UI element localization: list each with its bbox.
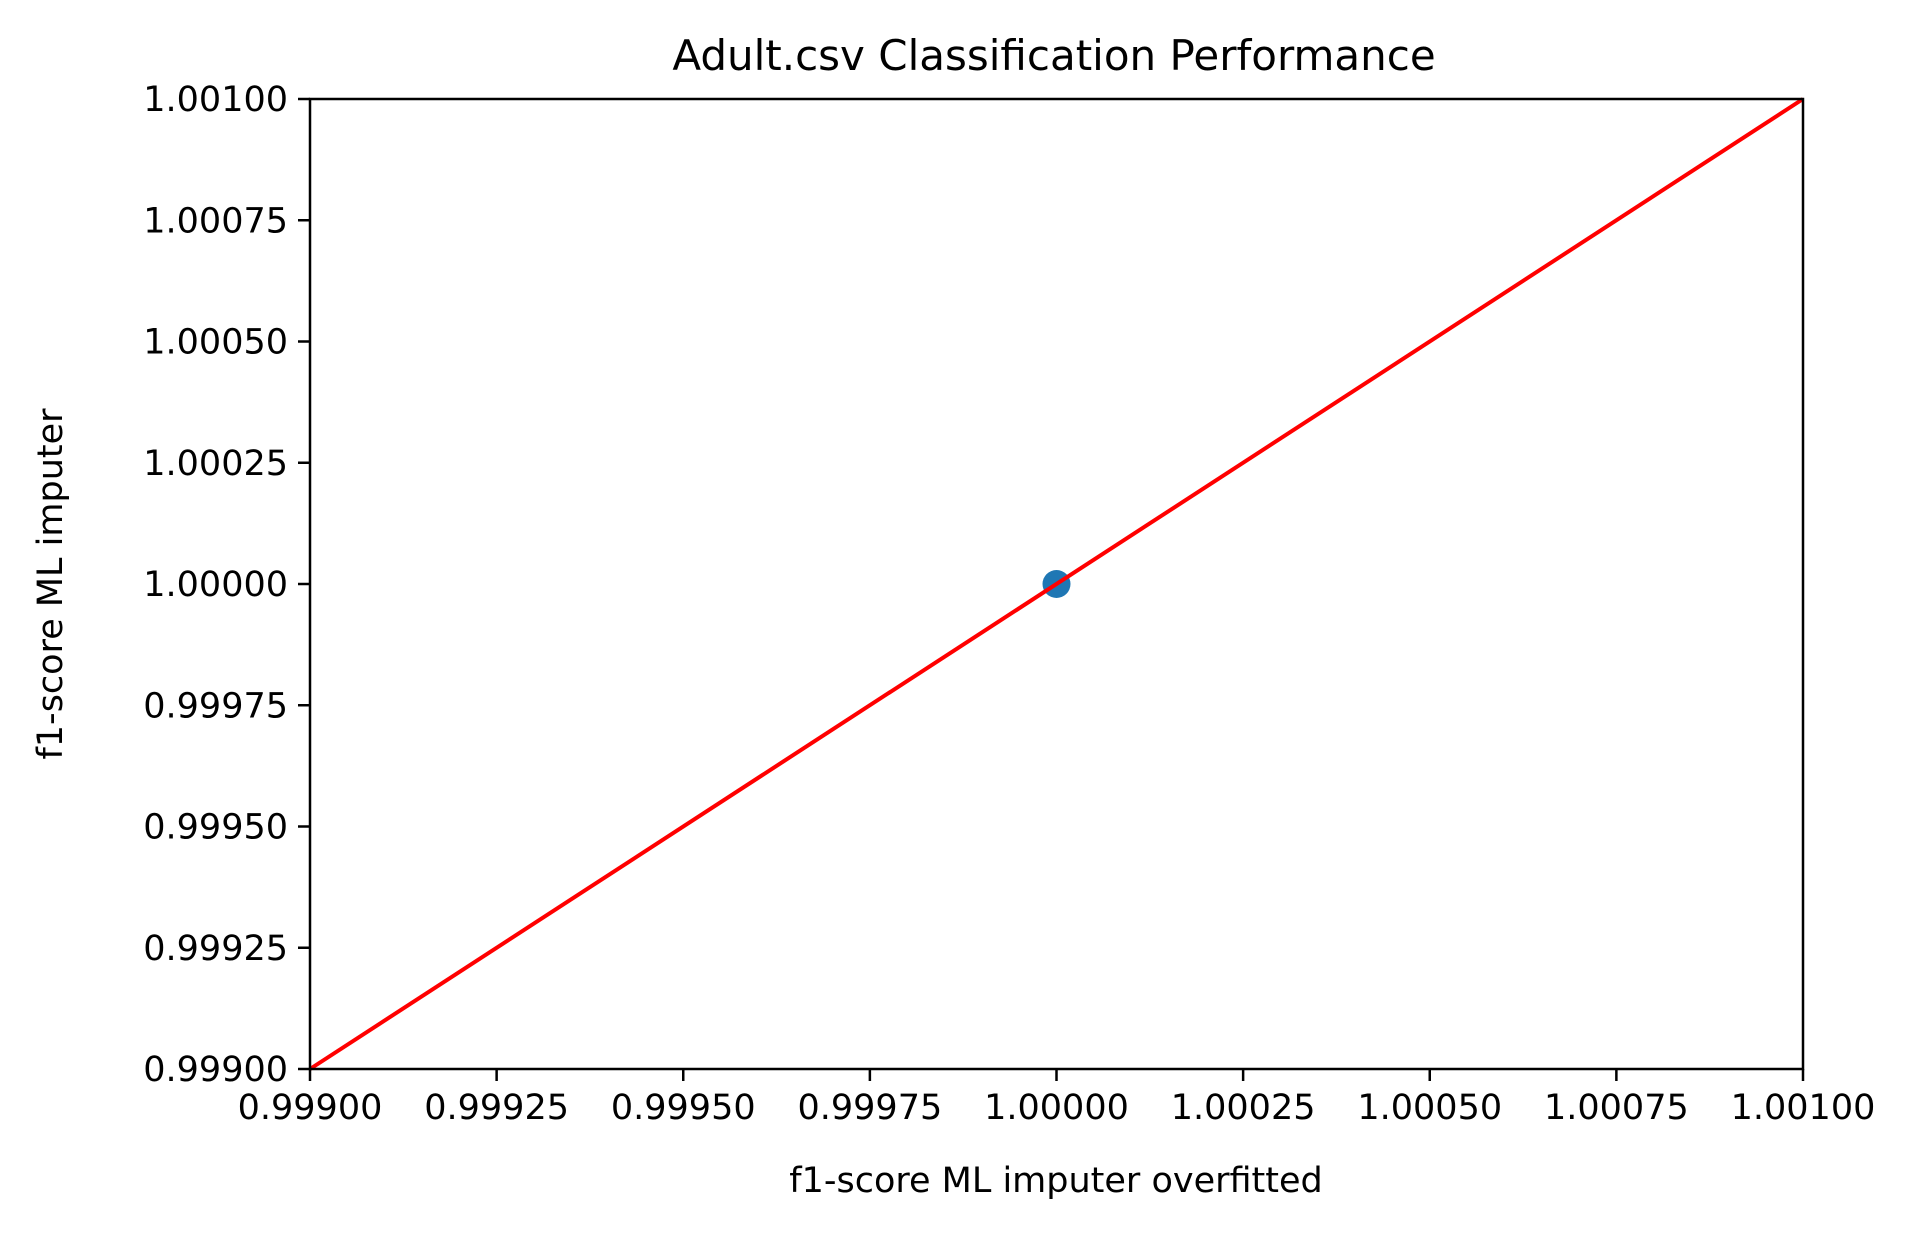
- x-tick-label: 0.99900: [238, 1088, 383, 1128]
- reference-line: [308, 97, 1805, 1071]
- y-axis-label: f1-score ML imputer: [31, 408, 71, 760]
- y-tick-label: 0.99925: [143, 929, 288, 969]
- plot-area: [308, 97, 1805, 1071]
- x-tick-label: 1.00025: [1171, 1088, 1316, 1128]
- x-tick-label: 0.99975: [798, 1088, 943, 1128]
- x-tick-label: 1.00050: [1357, 1088, 1502, 1128]
- x-axis-ticks: 0.99900 0.99925 0.99950 0.99975 1.00000 1.000…: [238, 1069, 1876, 1128]
- y-tick-label: 1.00075: [143, 201, 288, 241]
- x-axis-label: f1-score ML imputer overfitted: [789, 1161, 1323, 1201]
- y-tick-label: 1.00025: [143, 444, 288, 484]
- y-tick-label: 0.99900: [143, 1050, 288, 1090]
- axes-frame: [308, 97, 1805, 1071]
- x-tick-label: 0.99950: [611, 1088, 756, 1128]
- y-tick-label: 1.00100: [143, 80, 288, 120]
- x-tick-label: 1.00000: [984, 1088, 1129, 1128]
- y-axis-ticks: 0.99900 0.99925 0.99950 0.99975 1.00000 1.000…: [143, 80, 310, 1090]
- y-tick-label: 1.00000: [143, 565, 288, 605]
- chart-title: Adult.csv Classification Performance: [672, 31, 1435, 80]
- y-tick-label: 0.99950: [143, 808, 288, 848]
- x-tick-label: 1.00100: [1731, 1088, 1876, 1128]
- x-tick-label: 0.99925: [424, 1088, 569, 1128]
- x-tick-label: 1.00075: [1544, 1088, 1689, 1128]
- y-tick-label: 0.99975: [143, 686, 288, 726]
- y-tick-label: 1.00050: [143, 323, 288, 363]
